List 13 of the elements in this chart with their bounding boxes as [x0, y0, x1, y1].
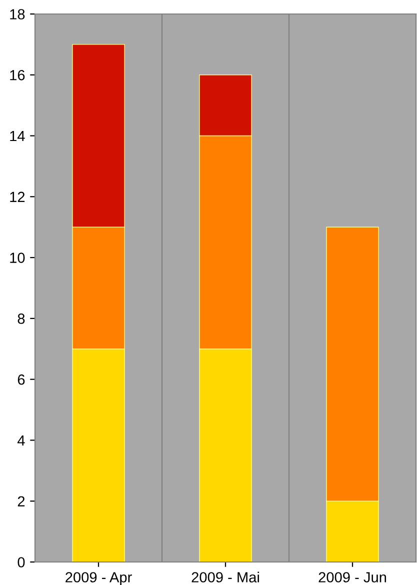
y-tick-label: 18	[10, 9, 25, 20]
y-tick-label: 2	[18, 496, 25, 506]
y-tick-label: 16	[10, 70, 25, 80]
y-tick-label: 4	[18, 435, 25, 446]
y-tick-label: 0	[18, 557, 25, 568]
y-tick-label: 14	[10, 131, 25, 142]
y-tick-label: 10	[10, 252, 25, 263]
x-tick-label: 2009 - Apr	[66, 572, 132, 585]
y-tick-label: 6	[18, 374, 25, 385]
x-tick-label: 2009 - Jun	[318, 572, 386, 582]
y-tick-label: 8	[18, 314, 25, 324]
x-tick-label: 2009 - Mai	[192, 572, 259, 582]
y-tick-label: 12	[10, 192, 25, 202]
